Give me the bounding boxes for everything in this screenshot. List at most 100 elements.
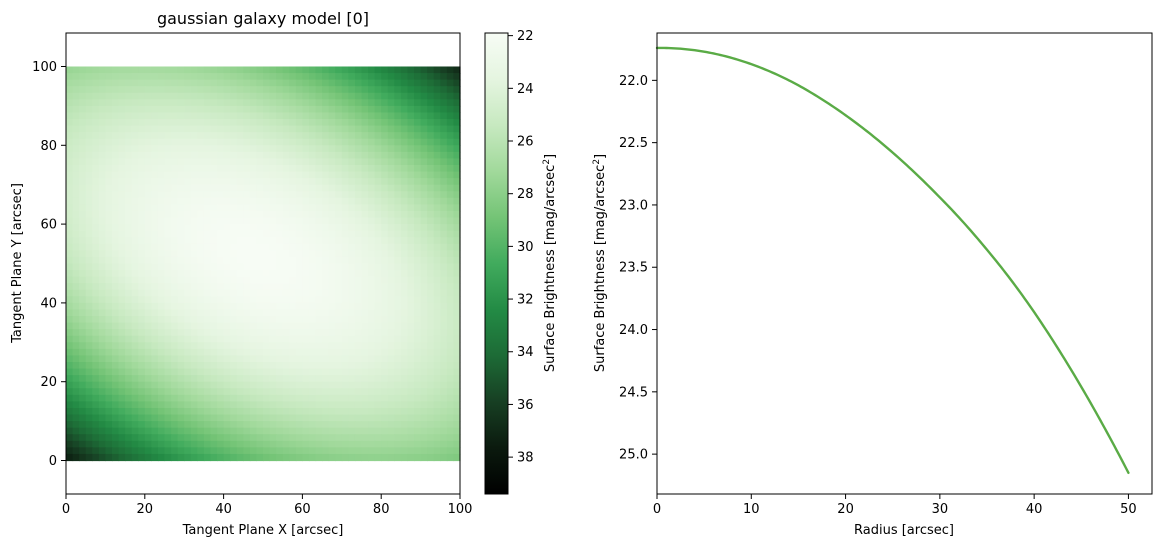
heatmap-cell	[302, 237, 310, 245]
heatmap-cell	[433, 92, 441, 100]
heatmap-cell	[433, 329, 441, 337]
heatmap-cell	[387, 375, 395, 383]
heatmap-cell	[171, 204, 179, 212]
heatmap-cell	[368, 171, 376, 179]
heatmap-cell	[79, 355, 87, 363]
heatmap-cell	[125, 151, 133, 160]
heatmap-cell	[328, 421, 336, 429]
heatmap-cell	[361, 79, 369, 87]
heatmap-cell	[236, 86, 244, 94]
heatmap-cell	[289, 407, 297, 416]
heatmap-cell	[217, 270, 225, 278]
heatmap-cell	[440, 243, 448, 251]
heatmap-cell	[184, 151, 192, 160]
heatmap-cell	[276, 453, 284, 462]
heatmap-cell	[125, 322, 133, 330]
heatmap-cell	[236, 348, 244, 357]
heatmap-cell	[328, 73, 336, 81]
heatmap-cell	[295, 125, 303, 133]
heatmap-cell	[85, 388, 93, 396]
heatmap-cell	[125, 230, 133, 238]
heatmap-cell	[308, 296, 317, 304]
heatmap-cell	[131, 348, 139, 357]
heatmap-cell	[249, 296, 258, 304]
heatmap-cell	[269, 302, 277, 311]
heatmap-cell	[190, 178, 198, 186]
heatmap-cell	[164, 184, 172, 192]
heatmap-cell	[348, 335, 356, 343]
heatmap-cell	[138, 250, 146, 258]
heatmap-cell	[282, 302, 290, 311]
heatmap-cell	[335, 453, 343, 462]
heatmap-cell	[269, 388, 277, 396]
heatmap-cell	[190, 105, 198, 114]
heatmap-cell	[118, 381, 126, 389]
heatmap-cell	[400, 407, 409, 416]
heatmap-cell	[164, 171, 172, 179]
heatmap-cell	[236, 171, 244, 179]
heatmap-cell	[276, 66, 284, 74]
heatmap-cell	[348, 263, 356, 271]
heatmap-cell	[85, 335, 93, 343]
heatmap-cell	[85, 421, 93, 429]
heatmap-cell	[98, 283, 106, 291]
heatmap-cell	[243, 263, 251, 271]
heatmap-cell	[414, 230, 422, 238]
heatmap-cell	[184, 132, 192, 140]
heatmap-cell	[295, 237, 303, 245]
heatmap-cell	[295, 362, 303, 370]
heatmap-cell	[374, 256, 382, 265]
heatmap-cell	[263, 388, 271, 396]
heatmap-cell	[111, 125, 120, 133]
heatmap-cell	[197, 447, 205, 455]
heatmap-cell	[66, 230, 74, 238]
heatmap-cell	[341, 132, 349, 140]
heatmap-cell	[387, 204, 395, 212]
heatmap-cell	[341, 302, 349, 311]
heatmap-cell	[374, 335, 382, 343]
heatmap-cell	[276, 79, 284, 87]
heatmap-y-tick-label: 20	[40, 375, 57, 390]
heatmap-cell	[335, 138, 343, 146]
heatmap-cell	[420, 335, 428, 343]
heatmap-cell	[276, 132, 284, 140]
heatmap-cell	[190, 440, 198, 448]
heatmap-cell	[98, 250, 106, 258]
heatmap-cell	[394, 296, 402, 304]
heatmap-cell	[289, 132, 297, 140]
heatmap-cell	[105, 165, 113, 173]
heatmap-cell	[203, 335, 212, 343]
heatmap-cell	[361, 329, 369, 337]
heatmap-cell	[144, 243, 152, 251]
heatmap-cell	[177, 151, 185, 160]
heatmap-cell	[446, 86, 455, 94]
heatmap-cell	[433, 368, 441, 376]
heatmap-cell	[322, 158, 330, 166]
heatmap-cell	[243, 375, 251, 383]
heatmap-cell	[433, 86, 441, 94]
heatmap-cell	[315, 230, 323, 238]
heatmap-cell	[440, 276, 448, 284]
heatmap-cell	[164, 362, 172, 370]
heatmap-cell	[263, 309, 271, 317]
heatmap-cell	[263, 289, 271, 297]
heatmap-cell	[453, 368, 461, 376]
heatmap-cell	[315, 165, 323, 173]
heatmap-cell	[440, 381, 448, 389]
heatmap-cell	[79, 158, 87, 166]
heatmap-cell	[295, 204, 303, 212]
heatmap-cell	[111, 256, 120, 265]
heatmap-cell	[263, 322, 271, 330]
heatmap-cell	[394, 283, 402, 291]
heatmap-cell	[138, 99, 146, 107]
heatmap-cell	[118, 237, 126, 245]
heatmap-cell	[341, 329, 349, 337]
heatmap-cell	[223, 132, 231, 140]
heatmap-cell	[302, 362, 310, 370]
heatmap-cell	[335, 335, 343, 343]
heatmap-cell	[118, 302, 126, 311]
heatmap-cell	[79, 322, 87, 330]
heatmap-cell	[236, 394, 244, 403]
heatmap-cell	[131, 342, 139, 350]
